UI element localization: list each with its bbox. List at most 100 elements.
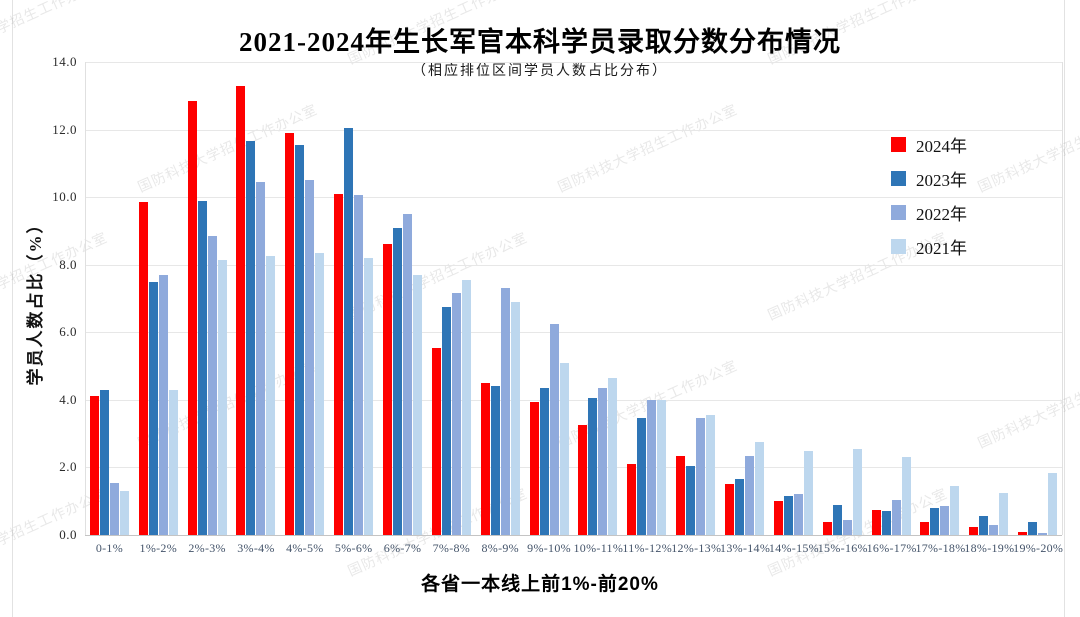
- bar-2021年-13%-14%: [754, 442, 764, 535]
- x-tick-label-13%-14%: 13%-14%: [720, 541, 771, 555]
- bar-2021年-0-1%: [119, 491, 129, 535]
- bar-2024年-19%-20%: [1018, 531, 1028, 535]
- y-tick-label-8: 8.0: [59, 256, 77, 272]
- bar-2023年-9%-10%: [539, 388, 549, 535]
- gridline-2: [85, 467, 1062, 469]
- bar-2023年-16%-17%: [881, 511, 891, 535]
- x-tick-label-2%-3%: 2%-3%: [188, 541, 226, 555]
- x-tick-label-19%-20%: 19%-20%: [1013, 541, 1064, 555]
- bar-group-2%-3%: [183, 62, 232, 535]
- bar-2022年-19%-20%: [1038, 533, 1048, 535]
- legend: 2024年 2023年 2022年 2021年: [891, 133, 967, 258]
- bar-group-6%-7%: [378, 62, 427, 535]
- left-edge-line: [12, 0, 13, 617]
- bar-2024年-14%-15%: [773, 501, 783, 535]
- bar-2024年-5%-6%: [334, 193, 344, 535]
- legend-swatch-2021年: [891, 238, 906, 254]
- bar-2021年-11%-12%: [657, 399, 667, 535]
- right-edge-line: [1064, 0, 1065, 617]
- x-tick-label-10%-11%: 10%-11%: [573, 541, 624, 555]
- bar-2024年-15%-16%: [822, 521, 832, 535]
- bar-2023年-2%-3%: [197, 200, 207, 535]
- legend-item-2022年: 2022年: [891, 201, 967, 224]
- x-tick-label-12%-13%: 12%-13%: [671, 541, 722, 555]
- bar-group-18%-19%: [964, 62, 1013, 535]
- x-tick-label-9%-10%: 9%-10%: [527, 541, 571, 555]
- bar-2021年-14%-15%: [803, 450, 813, 535]
- bar-2024年-16%-17%: [871, 509, 881, 535]
- bar-2023年-17%-18%: [930, 507, 940, 535]
- bar-2024年-2%-3%: [187, 100, 197, 535]
- x-tick-label-14%-15%: 14%-15%: [768, 541, 819, 555]
- bar-2023年-19%-20%: [1028, 521, 1038, 535]
- bar-2021年-12%-13%: [706, 415, 716, 535]
- legend-swatch-2023年: [891, 170, 906, 186]
- bar-group-19%-20%: [1013, 62, 1062, 535]
- bar-2023年-14%-15%: [783, 496, 793, 535]
- bar-2021年-8%-9%: [510, 301, 520, 535]
- bar-2023年-10%-11%: [588, 398, 598, 535]
- bar-group-14%-15%: [769, 62, 818, 535]
- y-tick-label-4: 4.0: [59, 391, 77, 407]
- bar-2021年-15%-16%: [852, 448, 862, 535]
- bar-2021年-17%-18%: [950, 486, 960, 535]
- legend-label-2024年: 2024年: [916, 136, 967, 156]
- bar-2023年-13%-14%: [734, 479, 744, 535]
- bar-2024年-10%-11%: [578, 425, 588, 535]
- bar-group-3%-4%: [232, 62, 281, 535]
- bar-2024年-11%-12%: [627, 464, 637, 535]
- legend-label-2021年: 2021年: [916, 238, 967, 258]
- bar-2021年-9%-10%: [559, 362, 569, 535]
- legend-item-2023年: 2023年: [891, 167, 967, 190]
- bar-2021年-18%-19%: [999, 492, 1009, 535]
- bar-group-13%-14%: [720, 62, 769, 535]
- x-tick-label-7%-8%: 7%-8%: [432, 541, 471, 555]
- bar-2023年-7%-8%: [441, 306, 451, 535]
- y-tick-label-12: 12.0: [52, 121, 77, 137]
- bar-2021年-4%-5%: [315, 252, 325, 535]
- legend-swatch-2022年: [891, 204, 906, 220]
- bar-group-16%-17%: [867, 62, 916, 535]
- x-tick-label-4%-5%: 4%-5%: [286, 541, 324, 555]
- bar-2024年-12%-13%: [676, 455, 686, 535]
- bar-2022年-18%-19%: [989, 524, 999, 535]
- bar-2021年-2%-3%: [217, 259, 227, 535]
- bar-2022年-11%-12%: [647, 399, 657, 535]
- legend-swatch-2024年: [891, 136, 906, 152]
- x-tick-label-11%-12%: 11%-12%: [622, 541, 672, 555]
- legend-label-2023年: 2023年: [916, 170, 967, 190]
- bar-2021年-3%-4%: [266, 256, 276, 535]
- bar-2022年-4%-5%: [305, 180, 315, 535]
- bar-2021年-1%-2%: [168, 389, 178, 535]
- x-tick-label-8%-9%: 8%-9%: [481, 541, 519, 555]
- bar-2023年-5%-6%: [344, 127, 354, 535]
- bar-2023年-3%-4%: [246, 141, 256, 535]
- x-tick-label-17%-18%: 17%-18%: [915, 541, 966, 555]
- gridline-12: [85, 129, 1062, 131]
- y-tick-label-14: 14.0: [52, 54, 77, 69]
- gridline-6: [85, 332, 1062, 334]
- bar-2021年-16%-17%: [901, 457, 911, 535]
- bar-2022年-12%-13%: [696, 418, 706, 535]
- bar-2022年-15%-16%: [842, 519, 852, 535]
- bar-2024年-1%-2%: [138, 202, 148, 535]
- bar-2023年-11%-12%: [637, 418, 647, 535]
- bar-2023年-12%-13%: [686, 465, 696, 535]
- bar-2023年-6%-7%: [393, 227, 403, 535]
- plot-right-border: [1062, 62, 1063, 535]
- bar-group-0-1%: [85, 62, 134, 535]
- bar-group-5%-6%: [329, 62, 378, 535]
- bar-2023年-18%-19%: [979, 516, 989, 535]
- y-tick-label-6: 6.0: [59, 324, 77, 340]
- y-axis-line: [85, 62, 86, 535]
- x-tick-label-18%-19%: 18%-19%: [964, 541, 1015, 555]
- bar-2022年-3%-4%: [256, 181, 266, 535]
- x-axis-title: 各省一本线上前1%-前20%: [421, 574, 659, 595]
- bar-2024年-3%-4%: [236, 85, 246, 535]
- chart-title: 2021-2024年生长军官本科学员录取分数分布情况: [239, 27, 841, 57]
- bar-group-15%-16%: [818, 62, 867, 535]
- x-axis-line: [85, 535, 1062, 536]
- bar-group-7%-8%: [427, 62, 476, 535]
- legend-label-2022年: 2022年: [916, 204, 967, 224]
